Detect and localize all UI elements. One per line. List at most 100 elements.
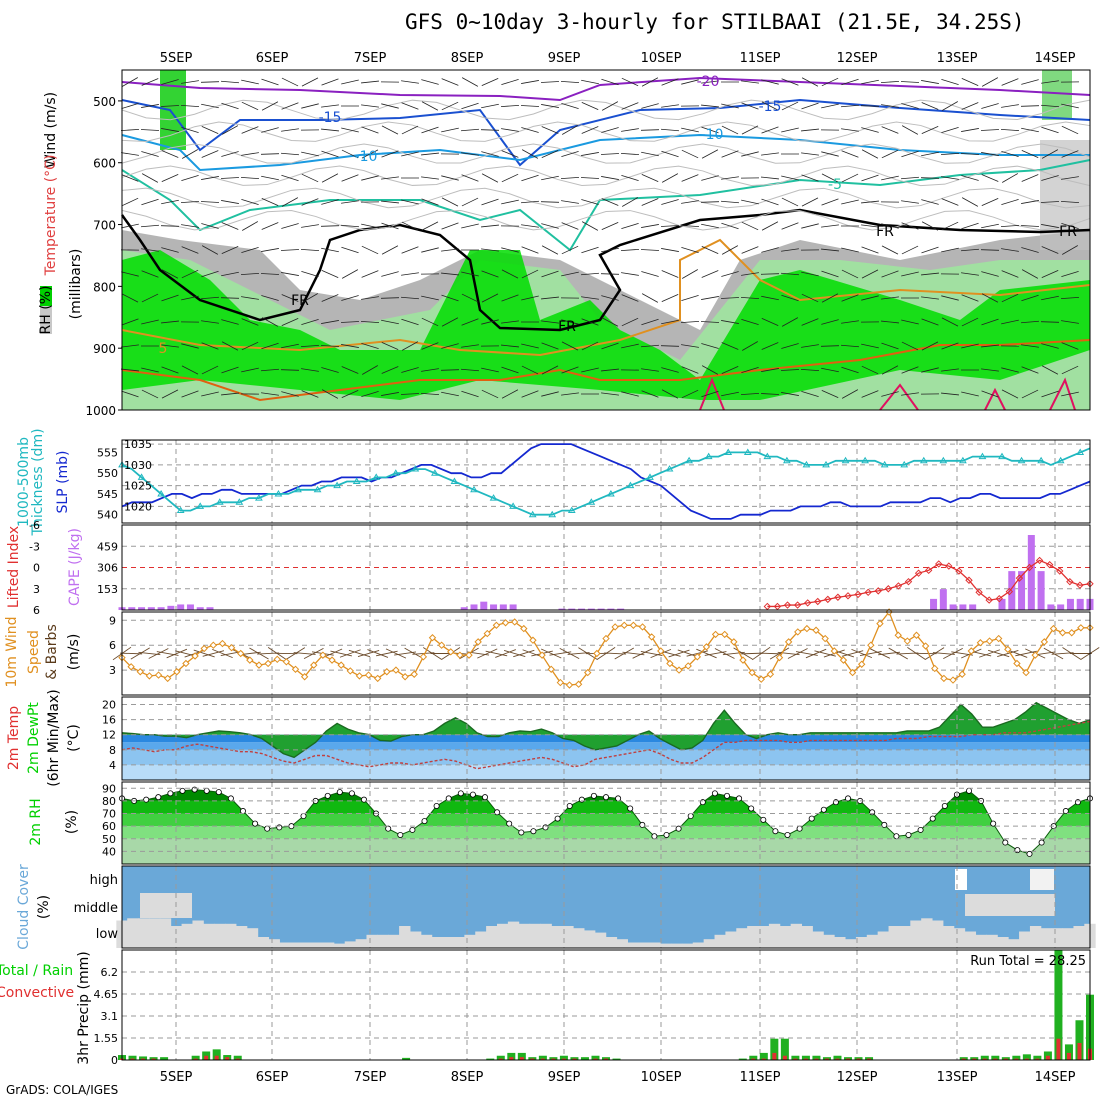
thickness-marker: [489, 494, 498, 501]
wind-speed-marker: [775, 653, 784, 662]
wind-barb: [888, 647, 908, 660]
thickness-marker: [176, 506, 185, 514]
wind-barb: [1021, 294, 1039, 302]
wind-barb: [861, 200, 879, 204]
wind-speed-marker: [163, 674, 172, 683]
wind-barb: [221, 341, 239, 351]
wind-barb: [601, 368, 619, 372]
wind-barb: [181, 80, 199, 84]
wind-barb: [840, 344, 860, 348]
precip-total-bar: [128, 1055, 137, 1060]
wind-barb: [1001, 248, 1019, 252]
thickness-marker: [313, 485, 322, 493]
wind-tick-label: 9: [109, 614, 116, 627]
wind-barb: [761, 295, 779, 301]
low-cloud: [812, 931, 824, 948]
temperature-line: [121, 701, 1091, 759]
thickness-tick-label: 540: [97, 509, 118, 522]
thickness-tick-label: 545: [97, 488, 118, 501]
wind-barb: [881, 365, 899, 375]
wind-barb: [682, 269, 698, 279]
temperature-contour: [984, 387, 1006, 411]
wind-barb: [441, 197, 459, 207]
wind-barb: [780, 369, 800, 371]
wind-barb: [581, 199, 599, 205]
wind-barb: [881, 104, 899, 108]
rh-marker: [627, 805, 634, 812]
wind-barb: [362, 365, 378, 375]
wind-barb: [521, 174, 539, 182]
wind-barb: [721, 222, 739, 230]
low-cloud: [518, 923, 531, 948]
wind-barb: [320, 225, 340, 227]
wind-barb: [980, 129, 1000, 131]
wind-barb: [1020, 320, 1040, 324]
wind-speed-marker: [894, 631, 902, 639]
cape-bar: [196, 607, 204, 610]
wind-barb: [961, 272, 979, 276]
wind-barb: [381, 245, 399, 255]
low-cloud: [1040, 928, 1053, 948]
wind-barb: [541, 270, 559, 278]
precip-total-bar: [1075, 1020, 1084, 1060]
rh-marker: [651, 833, 658, 840]
wind-barb: [761, 126, 779, 134]
wind-barb: [182, 149, 198, 159]
wind-barb: [480, 129, 500, 131]
wind-barb: [141, 151, 159, 157]
wind-barb: [180, 104, 200, 108]
wind-barb: [881, 270, 899, 278]
wind-barb: [221, 222, 239, 230]
wind-speed-marker: [319, 651, 327, 659]
cape-bar: [617, 608, 625, 610]
precip-convective-bar: [993, 1058, 998, 1060]
precip-total-bar: [844, 1057, 852, 1060]
wind-barb: [559, 647, 580, 660]
wind-barb: [742, 341, 758, 351]
wind-speed-marker: [684, 662, 692, 670]
pressure-tick-label: 600: [93, 157, 116, 171]
wind-barb: [781, 248, 799, 252]
rh-marker: [639, 821, 646, 828]
rh-marker: [917, 826, 924, 833]
date-label-top: 10SEP: [641, 51, 682, 66]
wind-barb: [441, 78, 459, 86]
low-cloud: [464, 934, 476, 948]
wind-barb: [861, 79, 879, 85]
rh-marker: [784, 831, 791, 838]
wind-barb: [821, 103, 839, 109]
wind-barb: [781, 343, 799, 349]
wind-barb: [681, 174, 699, 182]
rh-marker: [385, 825, 392, 832]
cloud-tick-label: high: [90, 873, 118, 888]
pressure-tick-label: 1000: [85, 404, 116, 418]
wind-barb: [461, 77, 479, 87]
wind-tick-label: 6: [109, 639, 116, 652]
low-cloud: [823, 934, 835, 948]
rh-contour: [121, 99, 1091, 121]
low-cloud: [573, 928, 585, 948]
wind-barb: [421, 247, 439, 253]
date-label-bottom: 7SEP: [354, 1070, 387, 1085]
wind-barb: [981, 344, 999, 348]
thickness-marker: [567, 506, 576, 514]
wind-barb: [357, 650, 380, 657]
rh-marker: [675, 825, 682, 832]
wind-barb: [601, 127, 619, 133]
low-cloud: [888, 926, 900, 948]
wind-barb: [521, 365, 539, 375]
wind-barb: [997, 650, 1019, 657]
low-cloud: [768, 923, 781, 948]
wind-barb: [401, 125, 419, 135]
wind-barb: [921, 102, 939, 110]
precip-convective-bar: [751, 1058, 756, 1060]
wind-barb: [220, 80, 240, 84]
wind-barb: [361, 342, 379, 350]
low-cloud: [932, 920, 944, 948]
temperature-tick-label: 20: [102, 699, 116, 712]
low-cloud: [692, 942, 705, 948]
rh-marker: [941, 802, 948, 809]
thickness-marker: [352, 477, 361, 484]
wind-barb: [761, 79, 779, 85]
wind-barb: [181, 174, 199, 182]
